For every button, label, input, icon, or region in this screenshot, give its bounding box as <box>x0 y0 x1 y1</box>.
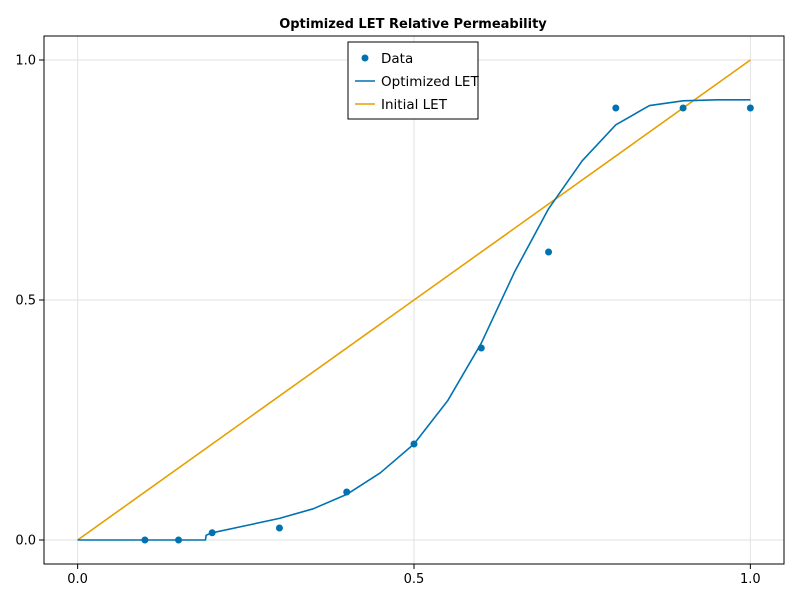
data-point <box>679 104 687 112</box>
legend: Data Optimized LET Initial LET <box>347 41 479 120</box>
plot-area <box>77 59 754 544</box>
initial-let-line <box>77 59 751 541</box>
data-point <box>545 248 553 256</box>
data-point <box>175 536 183 544</box>
legend-label: Initial LET <box>381 97 448 113</box>
y-tick-label: 0.5 <box>15 294 36 309</box>
x-tick-label: 1.0 <box>740 572 761 587</box>
data-point <box>410 440 418 448</box>
y-tick-label: 1.0 <box>15 54 36 69</box>
x-tick-label: 0.5 <box>404 572 425 587</box>
axes: 0.0 0.5 1.0 0.0 0.5 1.0 <box>15 35 785 587</box>
legend-label: Optimized LET <box>381 74 479 90</box>
data-point <box>141 536 149 544</box>
chart-title: Optimized LET Relative Permeability <box>279 17 547 32</box>
legend-label: Data <box>381 51 413 67</box>
data-point <box>343 488 351 496</box>
data-point <box>477 344 485 352</box>
data-point <box>208 529 216 537</box>
data-point <box>275 524 283 532</box>
y-tick-label: 0.0 <box>15 534 36 549</box>
data-point <box>746 104 754 112</box>
x-tick-label: 0.0 <box>67 572 88 587</box>
data-point <box>612 104 620 112</box>
legend-marker-data <box>361 54 369 62</box>
